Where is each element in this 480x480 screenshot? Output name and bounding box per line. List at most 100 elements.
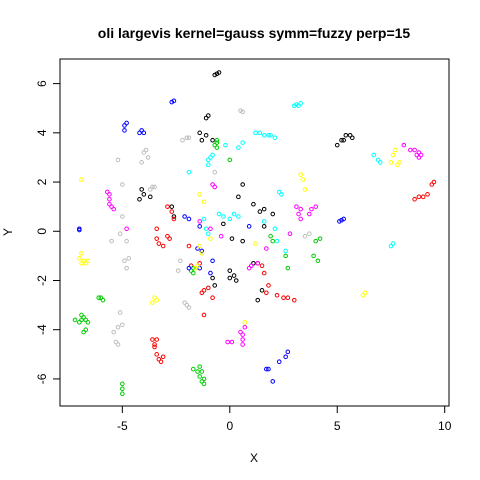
data-point xyxy=(281,295,286,301)
data-point xyxy=(223,142,228,148)
data-point xyxy=(197,374,202,379)
data-point xyxy=(156,241,162,246)
data-point xyxy=(201,216,207,222)
data-point xyxy=(203,132,209,138)
data-point xyxy=(197,243,202,249)
data-point xyxy=(261,270,267,276)
data-point xyxy=(152,184,157,190)
data-point xyxy=(171,214,177,219)
data-point xyxy=(122,258,127,264)
data-point xyxy=(294,204,299,209)
data-point xyxy=(205,157,211,163)
data-point xyxy=(199,369,205,374)
data-point xyxy=(100,297,106,303)
data-point xyxy=(272,135,278,141)
data-point xyxy=(266,366,271,372)
data-point xyxy=(169,209,175,214)
data-point xyxy=(195,369,200,374)
data-point xyxy=(154,337,160,342)
data-point xyxy=(197,130,202,136)
plot-frame xyxy=(59,58,450,407)
data-point xyxy=(429,182,435,187)
data-point xyxy=(199,248,205,254)
point-cluster xyxy=(109,108,312,347)
data-point xyxy=(205,231,211,237)
data-point xyxy=(154,297,160,303)
data-point xyxy=(107,192,112,197)
x-tick-label: 10 xyxy=(438,419,452,433)
points-layer xyxy=(72,70,437,396)
data-point xyxy=(107,196,112,202)
data-point xyxy=(186,135,192,141)
data-point xyxy=(178,258,183,264)
data-point xyxy=(291,297,297,303)
data-point xyxy=(120,386,125,392)
data-point xyxy=(165,204,170,209)
data-point xyxy=(117,310,123,315)
data-point xyxy=(341,216,346,222)
data-point xyxy=(152,342,157,347)
data-point xyxy=(158,359,164,365)
data-point xyxy=(285,349,291,355)
data-point xyxy=(401,142,407,148)
data-point xyxy=(180,137,185,143)
data-point xyxy=(139,187,144,192)
y-tick-label: -4 xyxy=(35,324,49,335)
data-point xyxy=(184,135,190,141)
point-cluster xyxy=(186,100,396,254)
data-point xyxy=(255,260,261,266)
data-point xyxy=(313,238,319,244)
data-point xyxy=(210,152,215,158)
data-point xyxy=(160,354,166,360)
data-point xyxy=(160,243,166,249)
data-point xyxy=(150,300,155,305)
data-point xyxy=(221,214,226,219)
data-point xyxy=(201,288,207,293)
data-point xyxy=(218,233,224,239)
data-point xyxy=(339,137,344,143)
data-point xyxy=(225,339,230,345)
data-point xyxy=(205,162,211,168)
data-point xyxy=(216,211,222,217)
data-point xyxy=(79,177,84,182)
data-point xyxy=(197,192,202,197)
data-point xyxy=(240,238,245,244)
data-point xyxy=(216,70,222,75)
y-tick-label: 4 xyxy=(35,129,49,136)
data-point xyxy=(186,169,192,175)
data-point xyxy=(388,160,394,165)
data-point xyxy=(167,236,172,241)
data-point xyxy=(236,214,241,219)
data-point xyxy=(124,120,129,126)
data-point xyxy=(203,226,209,232)
data-point xyxy=(85,258,91,264)
data-point xyxy=(343,132,349,138)
data-point xyxy=(307,231,312,237)
data-point xyxy=(201,381,207,387)
data-point xyxy=(253,130,258,136)
data-point xyxy=(377,160,383,165)
data-point xyxy=(150,337,155,342)
data-point xyxy=(214,145,220,150)
data-point xyxy=(240,140,245,145)
data-point xyxy=(111,329,117,335)
data-point xyxy=(229,236,235,241)
data-point xyxy=(175,268,181,273)
data-point xyxy=(261,132,267,138)
data-point xyxy=(246,224,252,229)
data-point xyxy=(347,132,353,138)
data-point xyxy=(236,194,241,200)
data-point xyxy=(276,359,282,365)
data-point xyxy=(264,246,269,251)
point-cluster xyxy=(77,147,402,325)
data-point xyxy=(272,226,278,232)
data-point xyxy=(169,204,175,209)
data-point xyxy=(201,312,207,318)
data-point xyxy=(309,206,314,212)
data-point xyxy=(412,196,417,202)
data-point xyxy=(124,238,129,244)
data-point xyxy=(264,366,269,372)
data-point xyxy=(197,224,202,229)
